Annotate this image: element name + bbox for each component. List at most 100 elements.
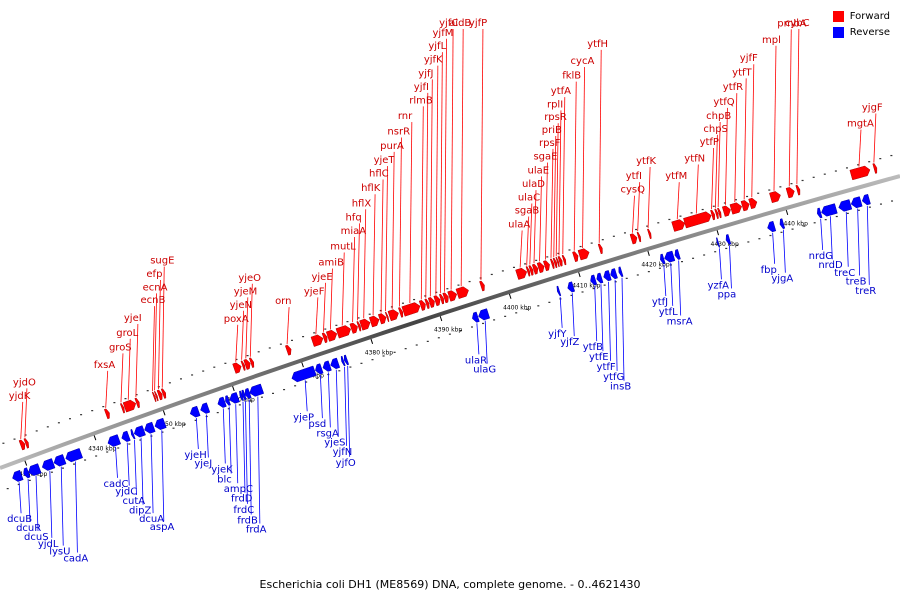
gene-label-ytfJ: ytfJ (652, 297, 668, 308)
guide-dot-reverse (846, 212, 849, 214)
axis-tick-label: 4400 kbp (503, 304, 531, 311)
gene-label-ulaE: ulaE (528, 165, 550, 176)
leader-ulaE (539, 176, 542, 262)
guide-dot-reverse (61, 467, 64, 469)
gene-label-hflK: hflK (361, 183, 381, 194)
gene-nsrR (398, 307, 404, 318)
gene-label-yjgF: yjgF (862, 102, 883, 113)
leader-ytfM (676, 182, 680, 220)
leader-ulaC (529, 203, 533, 265)
gene-dcuS (28, 463, 42, 476)
gene-cadA (65, 448, 83, 463)
leader-yjeK (222, 408, 226, 464)
guide-dot-forward (168, 382, 171, 384)
gene-label-ulaR: ulaR (465, 355, 487, 366)
gene-nrdG (817, 207, 823, 219)
guide-dot-forward (91, 410, 94, 412)
leader-ulaR (476, 323, 480, 355)
leader-yjfK (435, 65, 439, 295)
guide-dot-forward (202, 370, 205, 372)
guide-dot-forward (302, 336, 305, 338)
leader-yjfJ (429, 79, 433, 297)
gene-label-yjfJ: yjfJ (418, 68, 433, 79)
axis-tick (508, 293, 512, 299)
gene-yjdC (121, 430, 131, 442)
gene-label-aspA: aspA (150, 522, 175, 533)
gene-rsgA (322, 360, 332, 372)
gene-amiB (325, 329, 338, 342)
axis-tick (785, 209, 789, 216)
leader-yjeN (241, 310, 245, 360)
guide-dot-reverse (603, 284, 606, 286)
axis-tick-label: 4360 kbp (227, 397, 255, 404)
gene-label-aidB: aidB (449, 18, 471, 29)
guide-dot-reverse (294, 385, 297, 387)
guide-dot-forward (246, 355, 249, 357)
leader-cadC (115, 446, 118, 478)
guide-dot-reverse (382, 355, 385, 357)
guide-dot-forward (879, 158, 882, 160)
leader-yjdK (20, 401, 24, 439)
gene-yjfM (442, 292, 449, 304)
gene-dcuA (144, 421, 156, 434)
gene-label-yjeT: yjeT (374, 155, 396, 166)
gene-insB (618, 266, 624, 278)
gene-label-cadA: cadA (63, 553, 88, 564)
gene-label-mutL: mutL (330, 242, 356, 253)
guide-dot-forward (313, 332, 316, 334)
gene-label-hflC: hflC (369, 169, 389, 180)
gene-label-yjfY: yjfY (548, 329, 567, 340)
guide-dot-forward (468, 280, 471, 283)
axis-tick-label: 4420 kbp (641, 261, 669, 268)
gene-label-ytfL: ytfL (659, 307, 678, 318)
axis-tick (93, 435, 97, 441)
leader-cycA (582, 67, 585, 249)
gene-label-ytfI: ytfI (626, 171, 642, 182)
guide-dot-reverse (658, 267, 661, 269)
leader-yjfC (450, 28, 454, 290)
leader-yjdO (24, 388, 28, 438)
leader-chpB (717, 122, 721, 208)
leader-ytfN (695, 164, 699, 214)
leader-rplI (558, 110, 562, 256)
gene-rnr (401, 302, 421, 317)
gene-yjeF (310, 334, 324, 347)
guide-dot-forward (257, 351, 260, 353)
gene-label-pmbA: pmbA (777, 18, 806, 29)
axis-tick (370, 338, 374, 344)
guide-dot-forward (413, 298, 416, 301)
leader-ytfG (614, 279, 618, 371)
leader-nsrR (399, 137, 402, 307)
gene-ytfI (636, 231, 642, 243)
gene-label-groL: groL (116, 328, 138, 339)
leader-yjeF (315, 297, 319, 335)
guide-dot-forward (102, 406, 105, 408)
guide-dot-reverse (736, 244, 739, 246)
gene-yjfF (748, 197, 758, 210)
guide-dot-reverse (714, 251, 717, 253)
guide-dot-forward (57, 422, 60, 424)
gene-fxsA (103, 408, 110, 420)
gene-label-fxsA: fxsA (94, 360, 116, 371)
leader-ytfP (711, 147, 714, 210)
gene-yjeN (240, 360, 246, 371)
gene-label-miaA: miaA (341, 226, 367, 237)
gene-miaA (349, 322, 358, 334)
gene-hfq (356, 321, 362, 332)
leader-dcuB (18, 482, 22, 514)
gene-ulaR (472, 311, 480, 323)
guide-dot-reverse (835, 215, 838, 218)
leader-ytfL (670, 262, 674, 306)
gene-ulaE (536, 262, 545, 274)
guide-dot-forward (335, 324, 338, 326)
gene-yjeO (248, 357, 255, 368)
guide-dot-forward (779, 186, 782, 188)
guide-dot-reverse (437, 337, 440, 339)
guide-dot-forward (868, 161, 871, 163)
guide-dot-reverse (614, 281, 617, 283)
gene-groL (122, 399, 137, 413)
guide-dot-reverse (73, 463, 76, 465)
leader-ytfQ (725, 107, 728, 205)
leader-yjfI (425, 92, 429, 298)
leader-yjeJ (205, 414, 209, 458)
